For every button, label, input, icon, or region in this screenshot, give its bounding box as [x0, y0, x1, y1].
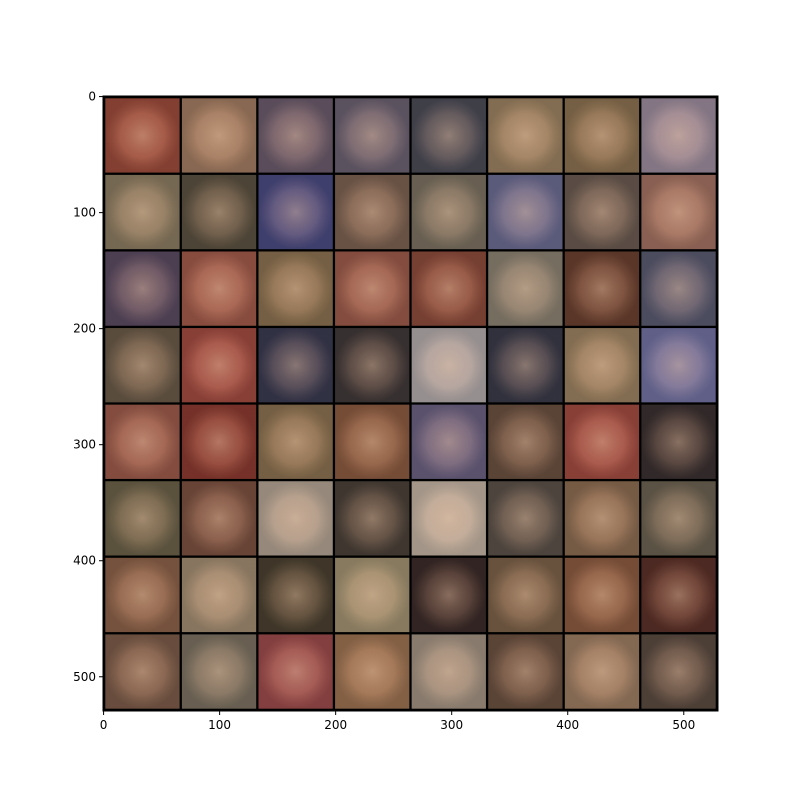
image-tile-shade: [105, 174, 180, 250]
image-tile-shade: [335, 328, 410, 403]
x-tick-label: 500: [672, 718, 695, 732]
image-tile-shade: [488, 481, 563, 556]
image-tile-shade: [641, 251, 716, 326]
image-tile-shade: [335, 174, 410, 250]
image-tile-shade: [564, 98, 640, 173]
image-tile-shade: [564, 634, 640, 709]
image-tile-shade: [411, 634, 486, 709]
x-tick-label: 400: [556, 718, 579, 732]
image-tile-shade: [258, 634, 333, 709]
image-tile-shade: [335, 404, 410, 479]
image-tile-shade: [181, 481, 257, 556]
image-tile-shade: [488, 174, 563, 250]
x-tick-label: 200: [324, 718, 347, 732]
image-tile-shade: [258, 174, 333, 250]
x-tick-label: 0: [100, 718, 108, 732]
image-tile-shade: [335, 557, 410, 633]
y-tick-label: 300: [73, 438, 96, 452]
y-tick-label: 400: [73, 554, 96, 568]
image-tile-shade: [181, 174, 257, 250]
image-tile-shade: [181, 404, 257, 479]
image-tile-shade: [181, 557, 257, 633]
image-tile-shade: [564, 174, 640, 250]
image-tile-shade: [488, 557, 563, 633]
image-tile-shade: [488, 404, 563, 479]
image-tile-shade: [258, 98, 333, 173]
image-tile-shade: [105, 634, 180, 709]
image-tile-shade: [411, 98, 486, 173]
image-tile-shade: [564, 404, 640, 479]
y-tick-label: 0: [88, 90, 96, 104]
image-tile-shade: [181, 251, 257, 326]
image-tile-shade: [641, 557, 716, 633]
image-tile-shade: [641, 174, 716, 250]
image-tile-shade: [488, 98, 563, 173]
image-tile-shade: [105, 251, 180, 326]
image-tile-shade: [105, 328, 180, 403]
image-tile-shade: [335, 634, 410, 709]
y-tick-label: 100: [73, 206, 96, 220]
image-tile-shade: [258, 404, 333, 479]
image-tile-shade: [411, 174, 486, 250]
image-tile-shade: [411, 481, 486, 556]
image-tile-shade: [258, 557, 333, 633]
image-tile-shade: [564, 481, 640, 556]
image-tile-shade: [641, 98, 716, 173]
image-tile-shade: [335, 251, 410, 326]
x-tick-label: 300: [440, 718, 463, 732]
image-tile-shade: [488, 251, 563, 326]
image-tile-shade: [564, 251, 640, 326]
image-tile-shade: [641, 481, 716, 556]
image-tile-shade: [641, 328, 716, 403]
image-tile-shade: [335, 98, 410, 173]
image-tile-shade: [258, 328, 333, 403]
image-tile-shade: [411, 328, 486, 403]
image-tile-shade: [411, 557, 486, 633]
image-tile-shade: [488, 634, 563, 709]
image-tile-shade: [488, 328, 563, 403]
image-tile-shade: [564, 557, 640, 633]
image-tile-shade: [181, 634, 257, 709]
x-tick-label: 100: [208, 718, 231, 732]
image-tile-shade: [411, 404, 486, 479]
image-tile-shade: [641, 634, 716, 709]
image-tile-shade: [105, 557, 180, 633]
image-tile-shade: [411, 251, 486, 326]
image-tile-shade: [105, 481, 180, 556]
image-tile-shade: [105, 98, 180, 173]
axes-frame: [102, 95, 719, 712]
image-tile-shade: [105, 404, 180, 479]
image-tile-shade: [181, 328, 257, 403]
image-tile-shade: [258, 251, 333, 326]
image-tile-shade: [641, 404, 716, 479]
image-tile-shade: [258, 481, 333, 556]
image-tile-shade: [564, 328, 640, 403]
image-tile-shade: [335, 481, 410, 556]
image-tile-shade: [181, 98, 257, 173]
y-tick-label: 500: [73, 670, 96, 684]
y-tick-label: 200: [73, 322, 96, 336]
